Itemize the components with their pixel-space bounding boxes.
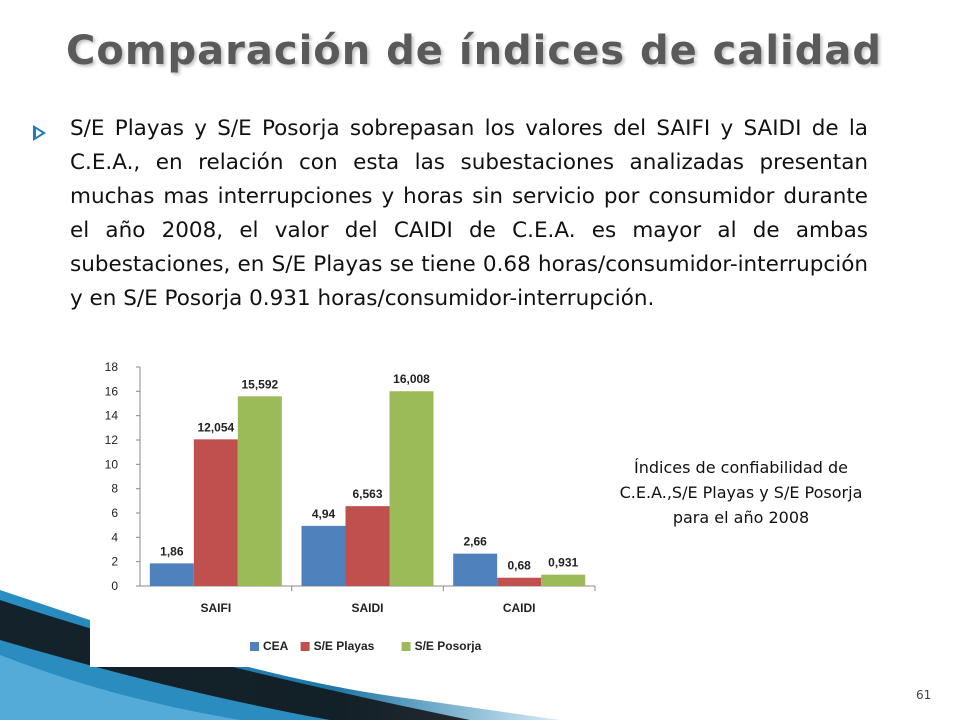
legend-entry: CEA	[263, 639, 289, 653]
bar-s-e-posorja-saidi	[389, 391, 434, 586]
y-tick-label: 6	[111, 506, 118, 520]
bar-s-e-playas-caidi	[497, 577, 542, 586]
page-title: Comparación de índices de calidad	[66, 28, 883, 74]
bar-s-e-playas-saifi	[193, 439, 238, 586]
data-label: 15,592	[241, 377, 278, 391]
y-tick-label: 0	[111, 579, 118, 593]
page-number: 61	[916, 688, 932, 702]
y-tick-label: 4	[111, 530, 118, 544]
y-tick-label: 10	[105, 457, 119, 471]
data-label: 16,008	[393, 372, 430, 386]
x-tick-label-caidi: CAIDI	[503, 601, 536, 615]
y-tick-label: 8	[111, 482, 118, 496]
bar-s-e-posorja-caidi	[541, 574, 586, 586]
y-tick-label: 14	[105, 409, 119, 423]
bar-cea-saifi	[149, 563, 194, 586]
data-label: 12,054	[197, 420, 234, 434]
y-tick-label: 16	[105, 384, 119, 398]
bar-s-e-playas-saidi	[345, 506, 390, 586]
data-label: 0,68	[507, 559, 531, 573]
bar-chart: 0 2 4 6 8 10 12 14 16 18 SAIFI 1,86 12,054 15,592 SAID…	[90, 350, 622, 667]
y-tick-label: 12	[105, 433, 119, 447]
bar-chart-svg: 0 2 4 6 8 10 12 14 16 18 SAIFI 1,86 12,054 15,592 SAID…	[105, 360, 596, 653]
legend-swatch	[250, 642, 259, 651]
x-tick-label-saifi: SAIFI	[200, 601, 231, 615]
arrow-bullet-icon	[33, 125, 46, 141]
bar-cea-saidi	[301, 525, 346, 586]
legend-swatch	[401, 642, 411, 651]
data-label: 2,66	[463, 535, 487, 549]
legend-entry: S/E Playas	[314, 639, 375, 653]
body-paragraph: S/E Playas y S/E Posorja sobrepasan los …	[70, 116, 868, 311]
chart-caption: Índices de confiabilidad de C.E.A.,S/E P…	[619, 458, 863, 527]
legend-entry: S/E Posorja	[415, 639, 482, 653]
bar-s-e-posorja-saifi	[237, 396, 282, 586]
data-label: 1,86	[160, 544, 184, 558]
bar-cea-caidi	[453, 553, 498, 586]
y-tick-label: 2	[111, 555, 118, 569]
data-label: 6,563	[352, 487, 382, 501]
y-tick-label: 18	[105, 360, 119, 374]
x-tick-label-saidi: SAIDI	[351, 601, 383, 615]
legend-swatch	[300, 642, 310, 651]
data-label: 0,931	[548, 556, 578, 570]
data-label: 4,94	[312, 507, 336, 521]
